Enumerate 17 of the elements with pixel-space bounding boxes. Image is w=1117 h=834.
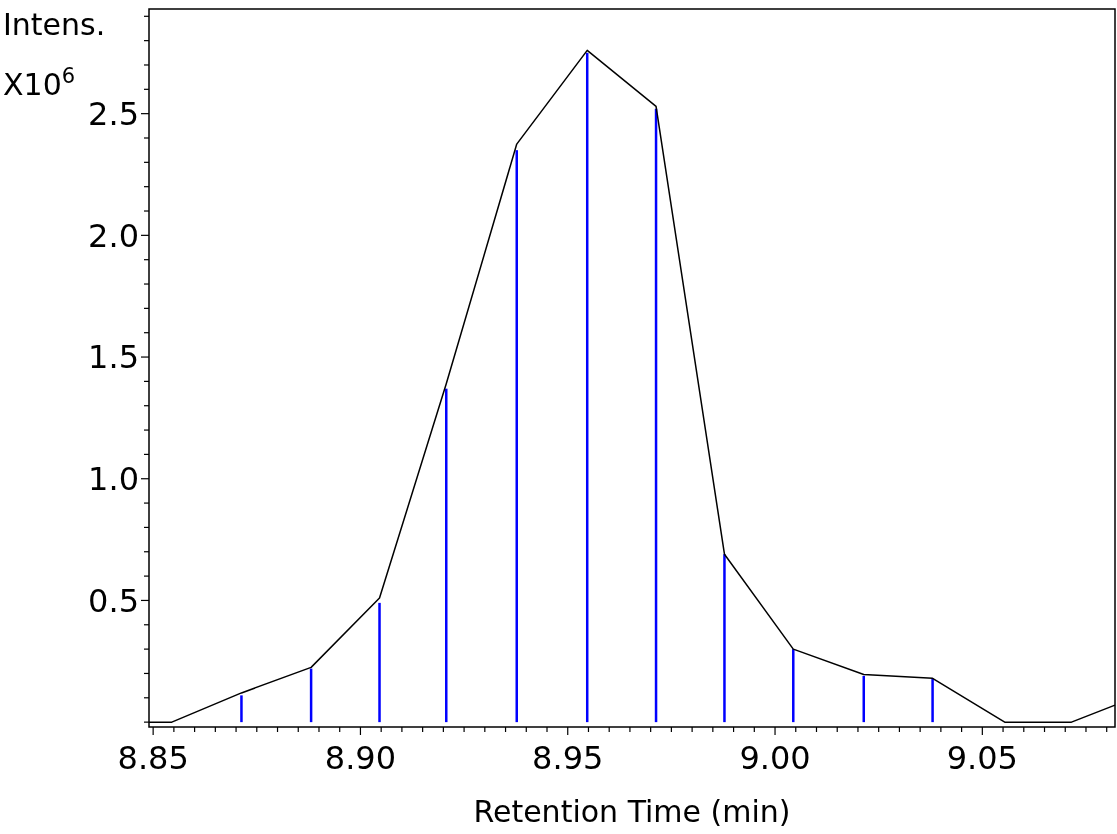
bar bbox=[723, 554, 726, 723]
bar bbox=[445, 388, 448, 723]
x-tick-label: 8.95 bbox=[532, 739, 604, 777]
bar bbox=[931, 678, 934, 723]
y-tick-label: 0.5 bbox=[88, 581, 139, 620]
bar bbox=[378, 602, 381, 723]
bar bbox=[792, 649, 795, 723]
y-tick-label: 1.5 bbox=[88, 338, 139, 377]
x-tick-label: 8.85 bbox=[117, 739, 189, 777]
y-tick-label: 2.0 bbox=[88, 216, 139, 255]
x-axis-title: Retention Time (min) bbox=[473, 794, 791, 829]
bar bbox=[240, 695, 243, 723]
x-tick-label: 9.00 bbox=[739, 739, 811, 777]
bar bbox=[515, 150, 518, 723]
y-tick-label: 1.0 bbox=[88, 459, 139, 498]
x-tick-label: 8.90 bbox=[324, 739, 397, 777]
x-tick-label: 9.05 bbox=[946, 739, 1018, 777]
